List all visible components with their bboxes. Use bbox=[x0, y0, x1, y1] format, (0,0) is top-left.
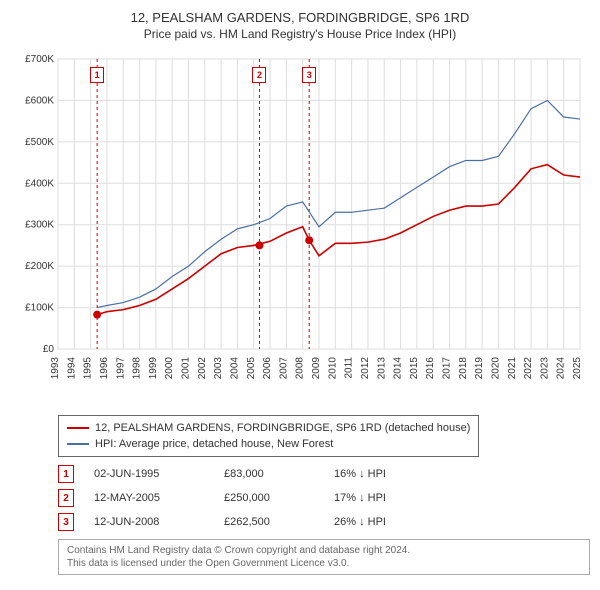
svg-text:2018: 2018 bbox=[458, 357, 469, 380]
event-number: 3 bbox=[58, 513, 74, 531]
svg-text:2015: 2015 bbox=[409, 357, 420, 380]
svg-text:1995: 1995 bbox=[83, 357, 94, 380]
svg-text:1998: 1998 bbox=[132, 357, 143, 380]
svg-text:2013: 2013 bbox=[376, 357, 387, 380]
legend-label: 12, PEALSHAM GARDENS, FORDINGBRIDGE, SP6… bbox=[95, 420, 470, 436]
event-date: 12-JUN-2008 bbox=[94, 516, 204, 528]
svg-text:2010: 2010 bbox=[327, 357, 338, 380]
plot-area: £0 £100K £200K £300K £400K £500K £600K £700K 199… bbox=[10, 49, 590, 409]
svg-text:2004: 2004 bbox=[229, 357, 240, 380]
svg-text:2001: 2001 bbox=[181, 357, 192, 380]
event-price: £83,000 bbox=[224, 468, 314, 480]
event-row: 3 12-JUN-2008 £262,500 26% ↓ HPI bbox=[58, 513, 590, 531]
svg-text:2021: 2021 bbox=[507, 357, 518, 380]
marker-label: 1 bbox=[90, 67, 104, 83]
svg-text:2000: 2000 bbox=[164, 357, 175, 380]
legend-item: 12, PEALSHAM GARDENS, FORDINGBRIDGE, SP6… bbox=[67, 420, 470, 436]
event-number: 2 bbox=[58, 489, 74, 507]
svg-text:2011: 2011 bbox=[344, 357, 355, 379]
legend-swatch bbox=[67, 443, 89, 445]
events-table: 1 02-JUN-1995 £83,000 16% ↓ HPI 2 12-MAY… bbox=[58, 465, 590, 531]
svg-text:1993: 1993 bbox=[50, 357, 61, 380]
event-number: 1 bbox=[58, 465, 74, 483]
svg-text:2012: 2012 bbox=[360, 357, 371, 380]
event-row: 2 12-MAY-2005 £250,000 17% ↓ HPI bbox=[58, 489, 590, 507]
svg-text:2024: 2024 bbox=[556, 357, 567, 380]
svg-text:£600K: £600K bbox=[25, 95, 54, 106]
footer-line: Contains HM Land Registry data © Crown c… bbox=[67, 544, 581, 557]
event-date: 12-MAY-2005 bbox=[94, 492, 204, 504]
svg-text:2023: 2023 bbox=[539, 357, 550, 380]
svg-text:2007: 2007 bbox=[278, 357, 289, 380]
footer-attribution: Contains HM Land Registry data © Crown c… bbox=[58, 539, 590, 575]
svg-text:2006: 2006 bbox=[262, 357, 273, 380]
svg-text:1994: 1994 bbox=[66, 357, 77, 380]
footer-line: This data is licensed under the Open Gov… bbox=[67, 557, 581, 570]
event-pct: 16% ↓ HPI bbox=[334, 468, 424, 480]
svg-text:2019: 2019 bbox=[474, 357, 485, 380]
svg-text:2014: 2014 bbox=[393, 357, 404, 380]
svg-text:2002: 2002 bbox=[197, 357, 208, 380]
event-pct: 26% ↓ HPI bbox=[334, 516, 424, 528]
svg-text:£300K: £300K bbox=[25, 220, 54, 231]
svg-text:1996: 1996 bbox=[99, 357, 110, 380]
chart-subtitle: Price paid vs. HM Land Registry's House … bbox=[10, 27, 590, 41]
legend-item: HPI: Average price, detached house, New … bbox=[67, 436, 470, 452]
svg-text:2005: 2005 bbox=[246, 357, 257, 380]
event-price: £250,000 bbox=[224, 492, 314, 504]
svg-text:2020: 2020 bbox=[490, 357, 501, 380]
chart-title: 12, PEALSHAM GARDENS, FORDINGBRIDGE, SP6… bbox=[10, 10, 590, 25]
marker-label: 2 bbox=[252, 67, 266, 83]
event-row: 1 02-JUN-1995 £83,000 16% ↓ HPI bbox=[58, 465, 590, 483]
svg-text:2025: 2025 bbox=[572, 357, 583, 380]
legend-box: 12, PEALSHAM GARDENS, FORDINGBRIDGE, SP6… bbox=[58, 415, 479, 457]
svg-text:£700K: £700K bbox=[25, 54, 54, 65]
svg-text:2009: 2009 bbox=[311, 357, 322, 380]
svg-text:2016: 2016 bbox=[425, 357, 436, 380]
legend-swatch bbox=[67, 427, 89, 429]
chart-container: 12, PEALSHAM GARDENS, FORDINGBRIDGE, SP6… bbox=[10, 10, 590, 575]
event-pct: 17% ↓ HPI bbox=[334, 492, 424, 504]
event-date: 02-JUN-1995 bbox=[94, 468, 204, 480]
svg-text:£200K: £200K bbox=[25, 261, 54, 272]
marker-label: 3 bbox=[302, 67, 316, 83]
svg-text:£100K: £100K bbox=[25, 303, 54, 314]
svg-text:£400K: £400K bbox=[25, 178, 54, 189]
svg-text:£500K: £500K bbox=[25, 137, 54, 148]
svg-text:2017: 2017 bbox=[442, 357, 453, 380]
legend-label: HPI: Average price, detached house, New … bbox=[95, 436, 333, 452]
event-price: £262,500 bbox=[224, 516, 314, 528]
svg-text:2003: 2003 bbox=[213, 357, 224, 380]
chart-svg: £0 £100K £200K £300K £400K £500K £600K £700K 199… bbox=[10, 49, 590, 409]
svg-text:£0: £0 bbox=[43, 344, 55, 355]
svg-text:2008: 2008 bbox=[295, 357, 306, 380]
svg-text:1999: 1999 bbox=[148, 357, 159, 380]
svg-text:1997: 1997 bbox=[115, 357, 126, 380]
svg-text:2022: 2022 bbox=[523, 357, 534, 380]
